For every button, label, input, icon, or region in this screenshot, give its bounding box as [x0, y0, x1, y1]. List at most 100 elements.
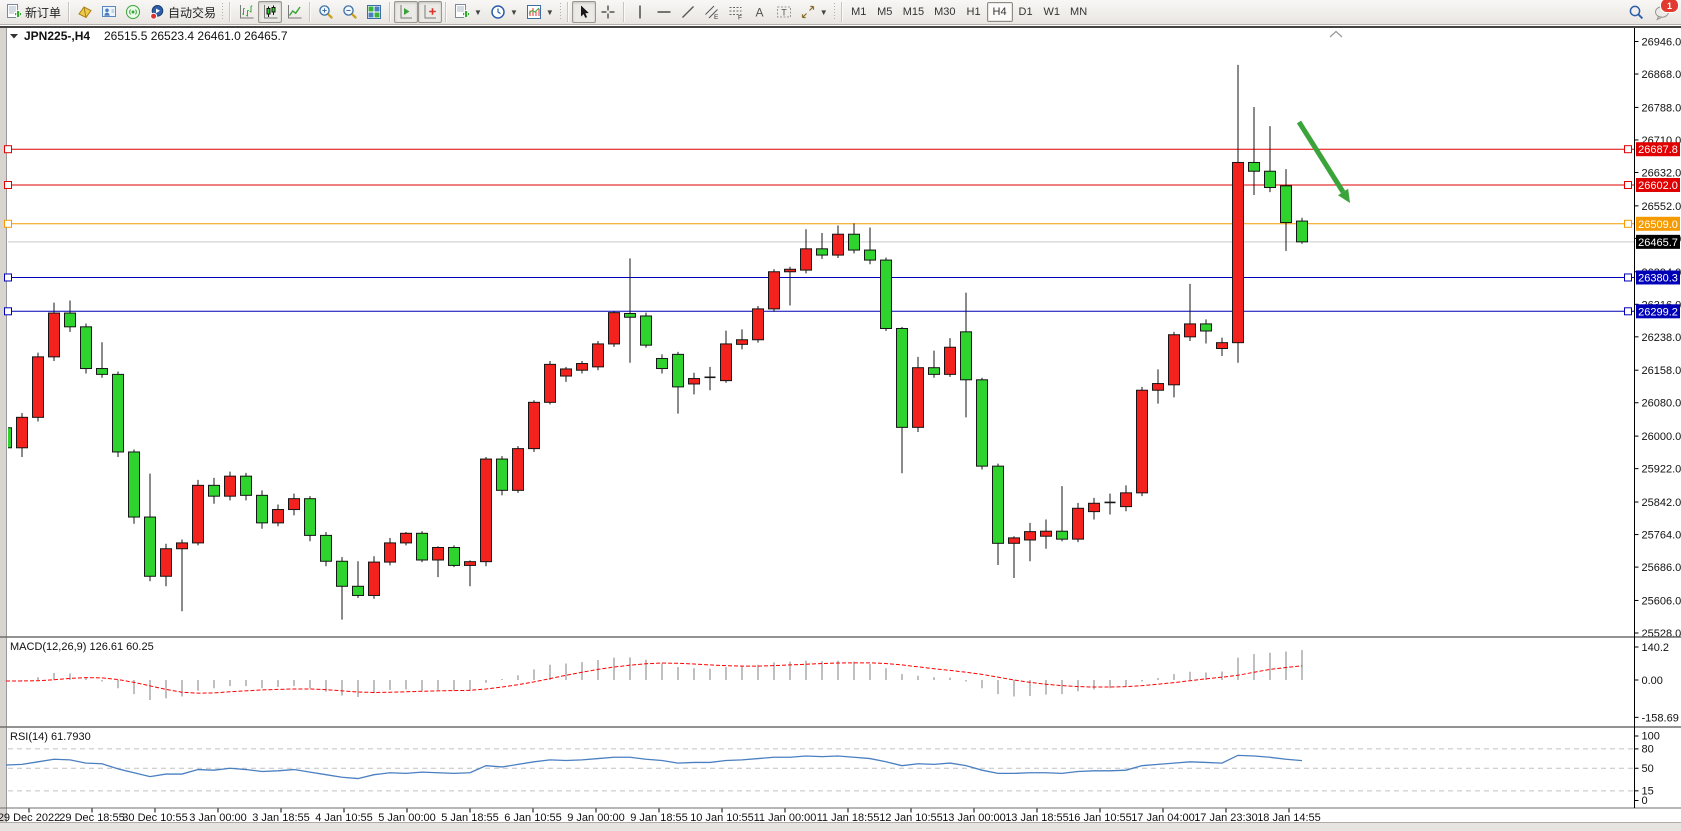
- timeframe-m30-button[interactable]: M30: [929, 2, 960, 22]
- signal-icon: [126, 5, 141, 19]
- bar-chart-icon: [240, 5, 254, 19]
- collapse-icon[interactable]: [10, 34, 18, 39]
- zoom-in-button[interactable]: [314, 1, 338, 23]
- svg-text:11 Jan 00:00: 11 Jan 00:00: [754, 812, 817, 824]
- cursor-button[interactable]: [571, 1, 596, 23]
- auto-scroll-button[interactable]: [418, 1, 443, 23]
- svg-text:9 Jan 18:55: 9 Jan 18:55: [630, 812, 688, 824]
- text-label-icon: T: [776, 6, 791, 18]
- svg-text:25606.0: 25606.0: [1642, 595, 1681, 607]
- search-button[interactable]: [1624, 1, 1649, 23]
- fibonacci-button[interactable]: F: [724, 1, 748, 23]
- svg-text:26602.0: 26602.0: [1638, 180, 1678, 192]
- chart-shift-button[interactable]: [394, 1, 419, 23]
- timeframe-m5-button[interactable]: M5: [872, 2, 898, 22]
- macd-pane-content: 140.2 0.00 -158.69: [5, 642, 1679, 724]
- toolbar-separator: [229, 2, 232, 22]
- toolbar-separator: [389, 2, 392, 22]
- toolbar-drag-handle[interactable]: [832, 3, 836, 21]
- periods-button[interactable]: ▼: [486, 1, 522, 23]
- new-order-button[interactable]: 新订单: [2, 1, 65, 23]
- text-icon: A: [755, 6, 763, 20]
- text-button[interactable]: A: [748, 1, 772, 23]
- text-label-button[interactable]: T: [772, 1, 796, 23]
- svg-text:26509.0: 26509.0: [1638, 219, 1678, 231]
- svg-text:25528.0: 25528.0: [1642, 628, 1681, 640]
- chart-window[interactable]: 26946.026868.026788.026710.026632.026552…: [0, 28, 1681, 831]
- svg-text:16 Jan 10:55: 16 Jan 10:55: [1068, 812, 1132, 824]
- chart-shift-marker[interactable]: [1329, 30, 1343, 38]
- trendline-button[interactable]: [676, 1, 700, 23]
- signal-button[interactable]: [121, 1, 145, 23]
- templates-icon: [526, 5, 541, 19]
- new-chart-button[interactable]: ▼: [450, 1, 486, 23]
- auto-trading-button[interactable]: 自动交易: [145, 1, 220, 23]
- svg-text:25842.0: 25842.0: [1642, 497, 1681, 509]
- svg-text:25922.0: 25922.0: [1642, 464, 1681, 476]
- svg-text:100: 100: [1642, 731, 1660, 743]
- horizontal-line-button[interactable]: [652, 1, 676, 23]
- zoom-out-button[interactable]: [338, 1, 362, 23]
- toolbar-separator: [622, 2, 625, 22]
- crosshair-button[interactable]: [596, 1, 620, 23]
- timeframe-d1-button[interactable]: D1: [1013, 2, 1039, 22]
- svg-text:17 Jan 04:00: 17 Jan 04:00: [1131, 812, 1195, 824]
- timeframe-m15-button[interactable]: M15: [898, 2, 929, 22]
- chevron-down-icon: ▼: [509, 7, 518, 17]
- rsi-indicator-label: RSI(14) 61.7930: [10, 731, 91, 743]
- chart-ohlc-values: 26515.5 26523.4 26461.0 26465.7: [104, 29, 288, 43]
- timeframe-m1-button[interactable]: M1: [846, 2, 872, 22]
- toolbar-bottom-edge: [0, 26, 1681, 28]
- arrows-tool-button[interactable]: ▼: [796, 1, 832, 23]
- chart-shift-icon: [400, 5, 413, 19]
- candlestick-chart-button[interactable]: [258, 1, 283, 23]
- svg-text:25764.0: 25764.0: [1642, 530, 1681, 542]
- svg-text:26380.3: 26380.3: [1638, 272, 1678, 284]
- svg-text:26946.0: 26946.0: [1642, 37, 1681, 49]
- timeframe-mn-button[interactable]: MN: [1065, 2, 1092, 22]
- toolbar-separator: [309, 2, 312, 22]
- tile-windows-button[interactable]: [362, 1, 386, 23]
- svg-text:26868.0: 26868.0: [1642, 69, 1681, 81]
- trendline-icon: [681, 6, 694, 18]
- svg-text:18 Jan 14:55: 18 Jan 14:55: [1257, 812, 1321, 824]
- svg-text:12 Jan 10:55: 12 Jan 10:55: [879, 812, 943, 824]
- line-chart-button[interactable]: [282, 1, 306, 23]
- profile-button[interactable]: [97, 1, 121, 23]
- zoom-in-icon: [319, 5, 334, 20]
- svg-text:29 Dec 18:55: 29 Dec 18:55: [59, 812, 124, 824]
- new-chart-icon: [455, 4, 471, 18]
- profile-icon: [102, 6, 117, 17]
- market-watch-icon: [78, 6, 92, 19]
- templates-button[interactable]: ▼: [522, 1, 558, 23]
- svg-text:15: 15: [1642, 785, 1654, 797]
- horizontal-levels[interactable]: [4, 145, 1635, 316]
- vertical-line-button[interactable]: [628, 1, 652, 23]
- zoom-out-icon: [343, 5, 358, 20]
- svg-text:9 Jan 00:00: 9 Jan 00:00: [567, 812, 625, 824]
- timeframe-w1-button[interactable]: W1: [1039, 2, 1066, 22]
- chevron-down-icon: ▼: [819, 7, 828, 17]
- line-chart-icon: [288, 5, 302, 19]
- svg-text:26238.0: 26238.0: [1642, 332, 1681, 344]
- svg-text:0.00: 0.00: [1642, 675, 1663, 687]
- svg-text:50: 50: [1642, 763, 1654, 775]
- toolbar-drag-handle[interactable]: [221, 3, 225, 21]
- market-watch-button[interactable]: [73, 1, 97, 23]
- window-left-edge: [0, 28, 6, 823]
- svg-text:A: A: [755, 6, 763, 20]
- equidistant-channel-icon: E: [704, 5, 719, 20]
- timeframe-h4-button[interactable]: H4: [986, 2, 1013, 22]
- svg-text:26632.0: 26632.0: [1642, 167, 1681, 179]
- svg-text:3 Jan 18:55: 3 Jan 18:55: [252, 812, 310, 824]
- bar-chart-button[interactable]: [234, 1, 258, 23]
- toolbar-drag-handle[interactable]: [558, 3, 562, 21]
- svg-text:80: 80: [1642, 743, 1654, 755]
- chevron-down-icon: ▼: [545, 7, 554, 17]
- notifications-button[interactable]: 1: [1649, 0, 1679, 23]
- equidistant-channel-button[interactable]: E: [700, 1, 724, 23]
- notification-badge: 1: [1660, 0, 1679, 13]
- chart-background: [0, 28, 1681, 831]
- toolbar-separator: [445, 2, 448, 22]
- timeframe-h1-button[interactable]: H1: [961, 2, 987, 22]
